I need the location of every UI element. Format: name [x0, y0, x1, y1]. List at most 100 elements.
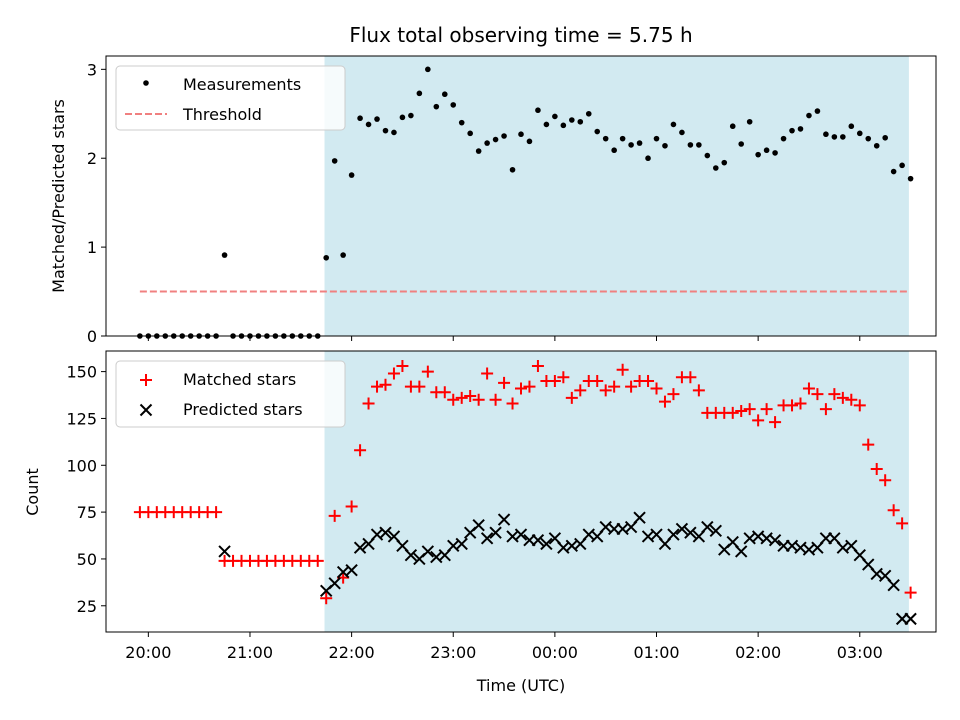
matched-star-point [413, 380, 426, 393]
bottom-y-tick-label: 75 [77, 503, 97, 522]
measurement-point [501, 133, 507, 139]
matched-star-point [836, 391, 849, 404]
matched-star-point [557, 371, 570, 384]
measurement-point [552, 113, 558, 120]
measurement-point [907, 175, 914, 182]
measurement-point [425, 66, 431, 73]
predicted-star-point [379, 526, 392, 539]
measurement-point [653, 135, 660, 142]
measurement-point [662, 142, 668, 149]
measurement-point [594, 128, 601, 135]
predicted-star-point [421, 545, 435, 558]
predicted-star-point [514, 528, 528, 541]
matched-star-point [371, 380, 384, 393]
matched-star-point [531, 359, 544, 372]
matched-star-point [625, 380, 638, 393]
matched-star-point [438, 386, 451, 399]
bottom-y-tick-label: 50 [77, 550, 97, 569]
predicted-star-point [480, 532, 494, 545]
predicted-star-point [734, 545, 748, 558]
matched-star-point [650, 382, 663, 395]
matched-star-point [523, 380, 536, 393]
legend-matched-plus [140, 374, 152, 386]
bottom-y-tick-label: 125 [66, 409, 97, 428]
predicted-star-point [768, 533, 782, 547]
x-tick-label: 23:00 [430, 643, 476, 662]
bottom-shaded-region [324, 351, 909, 632]
matched-star-point [658, 395, 671, 408]
top-x-ticks [147, 336, 861, 341]
measurement-point [416, 90, 423, 97]
x-tick-label: 00:00 [532, 643, 578, 662]
measurement-point [865, 135, 872, 142]
measurement-point [755, 151, 761, 158]
matched-star-point [735, 404, 748, 417]
predicted-star-point [353, 541, 367, 554]
measurement-point [814, 108, 821, 114]
measurement-point [679, 129, 685, 136]
matched-star-point [794, 397, 807, 410]
measurement-point [890, 168, 897, 175]
measurement-point [518, 131, 524, 138]
bottom-y-ticks: 25 50 75 100 125 150 [66, 363, 106, 616]
top-y-tick-label: 3 [87, 60, 97, 79]
predicted-star-point [904, 612, 917, 626]
legend-matched-marker [140, 374, 152, 386]
measurement-point [569, 117, 575, 123]
matched-star-point [396, 359, 409, 372]
measurement-point [365, 121, 372, 128]
predicted-star-point [497, 513, 511, 526]
matched-star-point [862, 438, 875, 451]
matched-star-point [565, 391, 578, 404]
matched-star-point [574, 384, 587, 397]
measurement-point [628, 142, 634, 148]
measurement-point [882, 134, 888, 141]
predicted-star-point [489, 526, 502, 539]
matched-star-point [769, 416, 782, 429]
measurement-point [543, 121, 550, 128]
matched-star-point [591, 374, 604, 387]
predicted-star-point [472, 519, 485, 532]
predicted-star-point [709, 524, 723, 538]
measurement-point [873, 142, 880, 149]
measurement-point [823, 131, 829, 138]
measurement-point [772, 150, 778, 156]
matched-star-point [455, 391, 468, 404]
matched-star-point [489, 393, 502, 406]
matched-star-point [608, 380, 621, 393]
matched-star-point [464, 389, 477, 402]
legend-predicted-label: Predicted stars [183, 400, 303, 419]
measurement-point [746, 118, 753, 125]
measurement-point [526, 138, 533, 145]
matched-star-point [548, 374, 561, 387]
measurement-point [408, 112, 414, 119]
x-tick-label: 21:00 [227, 643, 273, 662]
measurement-point [602, 135, 609, 142]
legend-threshold-label: Threshold [182, 105, 262, 124]
predicted-star-point [684, 526, 697, 539]
top-legend-box [115, 65, 346, 131]
matched-star-point [743, 403, 756, 416]
measurement-point [458, 119, 465, 126]
top-y-tick-label: 0 [87, 327, 97, 346]
measurement-point [492, 136, 499, 143]
measurement-point [840, 134, 846, 140]
measurement-point [441, 91, 448, 98]
predicted-star-point [633, 511, 646, 524]
matched-star-point [786, 399, 799, 412]
matched-star-point [642, 374, 655, 387]
bottom-x-ticks: 20:00 21:00 22:00 23:00 00:00 01:00 02:00 03:00 [125, 632, 883, 662]
matched-star-point [387, 367, 400, 380]
measurement-point [585, 110, 592, 117]
top-y-tick-label: 1 [87, 238, 97, 257]
matched-star-point [379, 378, 392, 391]
bottom-y-tick-label: 150 [66, 363, 97, 382]
matched-star-point [599, 384, 612, 397]
predicted-star-point [328, 577, 341, 590]
measurement-point [577, 118, 584, 125]
measurement-point [374, 116, 380, 122]
measurement-point [323, 254, 330, 261]
measurement-point [831, 134, 838, 140]
matched-star-point [447, 393, 460, 406]
